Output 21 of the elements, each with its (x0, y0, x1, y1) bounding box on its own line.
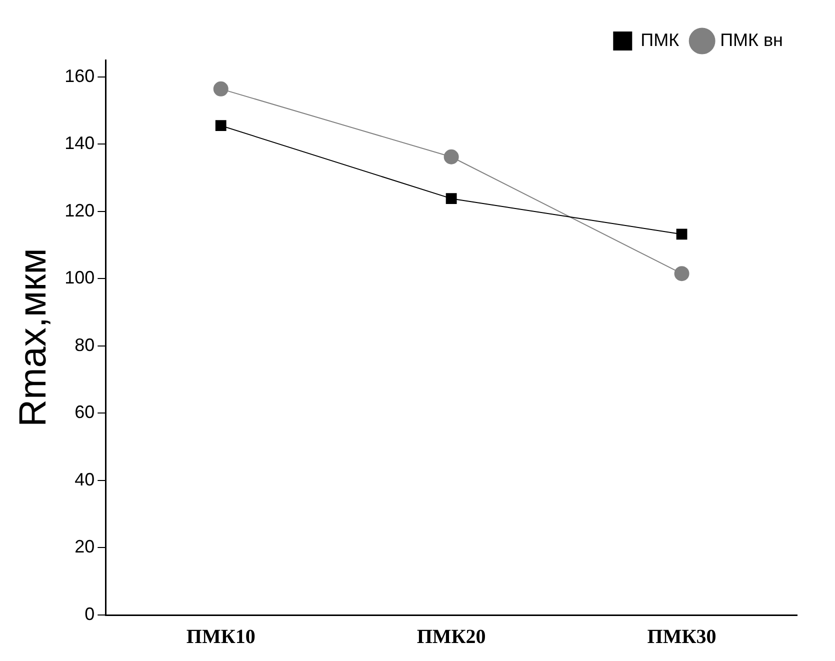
point (676, 228, 688, 240)
legend-label: ПМК вн (720, 30, 783, 50)
point (446, 193, 457, 204)
y-tick-label: 40 (74, 469, 95, 490)
y-tick-label: 0 (84, 604, 95, 624)
y-tick-label: 60 (74, 402, 95, 422)
y-axis-title: Rmax,мкм (12, 248, 54, 427)
x-tick-label: ПМК20 (416, 626, 486, 648)
x-tick-label: ПМК30 (647, 626, 716, 648)
y-tick-label: 80 (74, 334, 95, 355)
y-tick-label: 120 (64, 200, 95, 220)
point (213, 81, 228, 96)
y-tick-label: 160 (64, 66, 95, 86)
y-tick-label: 20 (74, 536, 95, 557)
x-tick-label: ПМК10 (186, 626, 256, 648)
point (215, 120, 226, 132)
point (444, 149, 459, 164)
y-tick-label: 140 (64, 133, 95, 154)
legend-label: ПМК (640, 30, 680, 50)
y-tick-label: 100 (64, 268, 95, 288)
point (674, 266, 690, 282)
